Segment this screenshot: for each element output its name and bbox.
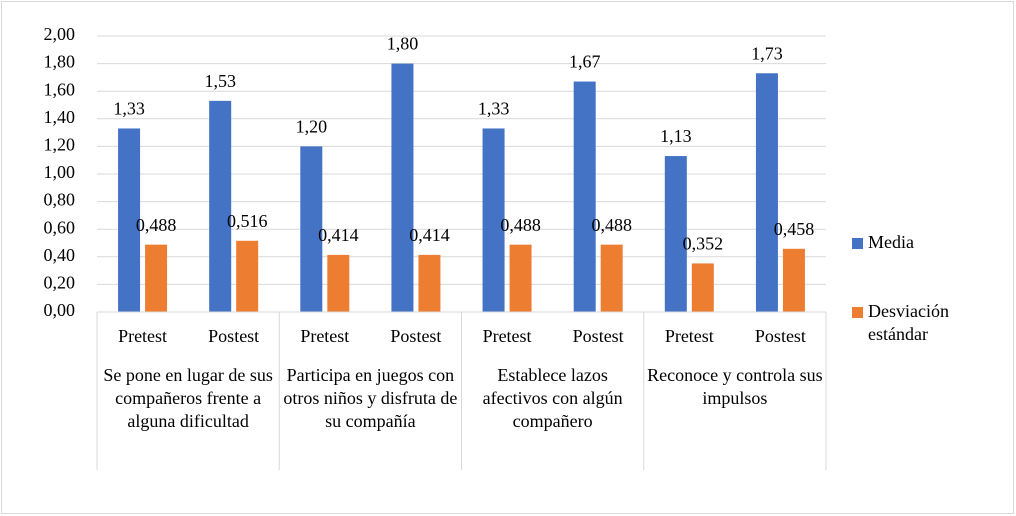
y-tick-label: 0,20: [44, 273, 76, 293]
group-label-box: Participa en juegos con otros niños y di…: [283, 365, 458, 431]
y-tick-label: 0,40: [44, 245, 76, 265]
value-label: 0,488: [136, 215, 177, 235]
group-label-box: Reconoce y controla sus impulsos: [647, 365, 823, 408]
value-label: 1,73: [751, 43, 783, 63]
legend-swatch: [852, 238, 863, 249]
bar: [691, 263, 714, 312]
bar: [300, 146, 323, 312]
group-label-box: Establece lazos afectivos con algún comp…: [482, 365, 623, 431]
value-label: 1,33: [113, 99, 145, 119]
y-tick-label: 1,60: [44, 79, 76, 99]
bar: [145, 244, 168, 312]
legend-swatch: [852, 307, 863, 318]
value-label: 1,80: [387, 34, 419, 54]
y-tick-label: 2,00: [44, 24, 76, 44]
value-label: 1,67: [569, 52, 601, 72]
value-label: 0,488: [500, 215, 541, 235]
legend-label: Media: [868, 232, 914, 252]
y-tick-label: 0,80: [44, 190, 76, 210]
value-label: 0,458: [774, 219, 815, 239]
y-tick-label: 1,80: [44, 52, 76, 72]
bar: [755, 73, 778, 312]
x-tick-label: Pretest: [665, 326, 714, 346]
group-label: Participa en juegos con otros niños y di…: [283, 365, 458, 431]
bar: [782, 248, 805, 312]
x-tick-label: Postest: [755, 326, 806, 346]
y-tick-label: 1,40: [44, 107, 76, 127]
bar: [391, 63, 414, 312]
value-label: 1,53: [204, 71, 236, 91]
value-label: 0,352: [683, 234, 724, 254]
value-label: 1,33: [478, 99, 510, 119]
x-tick-label: Pretest: [300, 326, 349, 346]
value-label: 0,414: [409, 225, 450, 245]
bar: [664, 156, 687, 312]
bar: [573, 81, 596, 312]
y-tick-label: 1,20: [44, 135, 76, 155]
x-tick-label: Pretest: [118, 326, 167, 346]
bar: [209, 100, 232, 312]
x-tick-label: Postest: [573, 326, 624, 346]
group-label-box: Se pone en lugar de sus compañeros frent…: [103, 365, 273, 431]
value-label: 0,516: [227, 211, 268, 231]
group-label: Reconoce y controla sus impulsos: [647, 365, 823, 408]
x-tick-label: Postest: [208, 326, 259, 346]
legend-label-box: Media: [868, 232, 914, 252]
bar: [509, 244, 532, 312]
y-tick-label: 0,00: [44, 300, 76, 320]
value-label: 0,488: [591, 215, 632, 235]
y-tick-label: 0,60: [44, 217, 76, 237]
x-tick-label: Postest: [390, 326, 441, 346]
x-tick-label: Pretest: [483, 326, 532, 346]
legend-label: Desviación estándar: [868, 301, 949, 344]
bar: [418, 254, 441, 312]
value-label: 1,20: [296, 117, 328, 137]
bar: [236, 240, 259, 312]
bar: [482, 128, 505, 312]
group-label: Establece lazos afectivos con algún comp…: [482, 365, 623, 431]
bar: [327, 254, 350, 312]
legend-label-box: Desviación estándar: [868, 301, 949, 344]
value-label: 0,414: [318, 225, 359, 245]
y-tick-label: 1,00: [44, 162, 76, 182]
bar: [118, 128, 141, 312]
bar: [600, 244, 623, 312]
group-label: Se pone en lugar de sus compañeros frent…: [103, 365, 273, 431]
value-label: 1,13: [660, 126, 692, 146]
